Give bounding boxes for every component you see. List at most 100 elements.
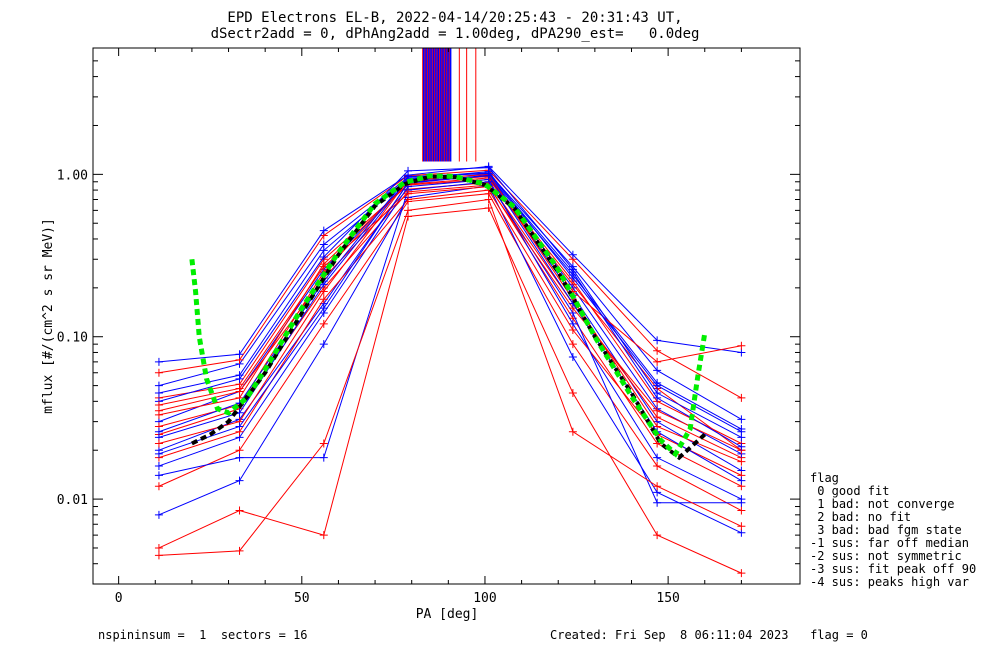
x-tick-label: 0 — [115, 591, 123, 606]
series-line — [158, 178, 742, 451]
data-point — [737, 498, 746, 507]
y-tick-label: 0.10 — [57, 331, 88, 346]
data-point — [319, 439, 328, 448]
footer-left: nspininsum = 1 sectors = 16 — [98, 628, 308, 642]
series-line — [158, 193, 742, 512]
data-point — [653, 531, 662, 540]
data-point — [319, 295, 328, 304]
data-point — [737, 442, 746, 451]
data-point — [653, 366, 662, 375]
legend-entry: -1 sus: far off median — [810, 536, 969, 550]
data-point — [568, 427, 577, 436]
series-line — [158, 181, 742, 504]
x-axis-label: PA [deg] — [416, 607, 479, 622]
legend-entry: 1 bad: not converge — [810, 497, 955, 511]
data-point — [154, 381, 163, 390]
fit-layer — [189, 173, 708, 461]
series-line — [158, 173, 742, 448]
data-point — [737, 476, 746, 485]
data-point — [737, 457, 746, 466]
data-point — [154, 410, 163, 419]
data-point — [653, 453, 662, 462]
data-point — [653, 498, 662, 507]
data-point — [235, 446, 244, 455]
data-point — [235, 350, 244, 359]
data-point — [568, 389, 577, 398]
legend-title: flag — [810, 471, 839, 485]
data-point — [235, 371, 244, 380]
data-point — [154, 389, 163, 398]
data-point — [653, 482, 662, 491]
spike-lines — [422, 48, 477, 162]
data-point — [737, 569, 746, 578]
data-point — [154, 357, 163, 366]
legend-entry: 3 bad: bad fgm state — [810, 523, 962, 537]
x-tick-label: 150 — [656, 591, 679, 606]
y-axis-label: mflux [#/(cm^2 s sr MeV)] — [41, 218, 56, 414]
data-point — [653, 406, 662, 415]
data-point — [653, 357, 662, 366]
data-point — [568, 250, 577, 259]
y-tick-label: 1.00 — [57, 168, 88, 183]
data-point — [319, 246, 328, 255]
data-point — [484, 171, 493, 180]
data-point — [235, 422, 244, 431]
fit-curve — [191, 174, 707, 461]
data-point — [319, 226, 328, 235]
plot-frame — [92, 47, 801, 585]
data-point — [653, 336, 662, 345]
data-point — [653, 346, 662, 355]
data-point — [568, 340, 577, 349]
data-point — [319, 287, 328, 296]
series-layer — [154, 162, 746, 578]
data-point — [737, 348, 746, 357]
x-tick-label: 100 — [473, 591, 496, 606]
data-point — [319, 304, 328, 313]
legend-entry: 0 good fit — [810, 484, 889, 498]
data-point — [653, 381, 662, 390]
data-point — [154, 482, 163, 491]
data-point — [154, 543, 163, 552]
series-line — [158, 173, 742, 463]
data-point — [154, 427, 163, 436]
x-tick-label: 50 — [294, 591, 310, 606]
legend-entry: -2 sus: not symmetric — [810, 549, 962, 563]
series-line — [158, 178, 742, 500]
y-axis: 0.01 0.10 1.00 — [57, 47, 800, 585]
data-point — [568, 353, 577, 362]
data-point — [404, 189, 413, 198]
data-point — [319, 453, 328, 462]
data-point — [737, 427, 746, 436]
data-point — [568, 268, 577, 277]
chart-subtitle: dSectr2add = 0, dPhAng2add = 1.00deg, dP… — [211, 26, 700, 42]
data-point — [404, 206, 413, 215]
data-point — [154, 400, 163, 409]
data-point — [154, 551, 163, 560]
data-point — [737, 341, 746, 350]
chart-title: EPD Electrons EL-B, 2022-04-14/20:25:43 … — [227, 10, 682, 26]
series-line — [158, 169, 742, 399]
series-line — [158, 198, 742, 556]
data-point — [235, 506, 244, 515]
data-point — [235, 476, 244, 485]
series-line — [158, 184, 742, 487]
data-point — [737, 393, 746, 402]
data-point — [154, 439, 163, 448]
legend-entry: -3 sus: fit peak off 90 — [810, 562, 976, 576]
data-point — [319, 531, 328, 540]
data-point — [235, 546, 244, 555]
x-axis: 0 50 100 150 — [115, 48, 742, 606]
data-point — [154, 510, 163, 519]
data-point — [154, 368, 163, 377]
series-line — [158, 207, 742, 574]
legend-entry: 2 bad: no fit — [810, 510, 911, 524]
data-point — [484, 195, 493, 204]
series-line — [158, 177, 742, 416]
data-point — [319, 319, 328, 328]
data-point — [653, 393, 662, 402]
series-line — [158, 186, 742, 451]
data-point — [568, 326, 577, 335]
plot-area — [154, 48, 746, 578]
data-point — [235, 453, 244, 462]
data-point — [319, 340, 328, 349]
